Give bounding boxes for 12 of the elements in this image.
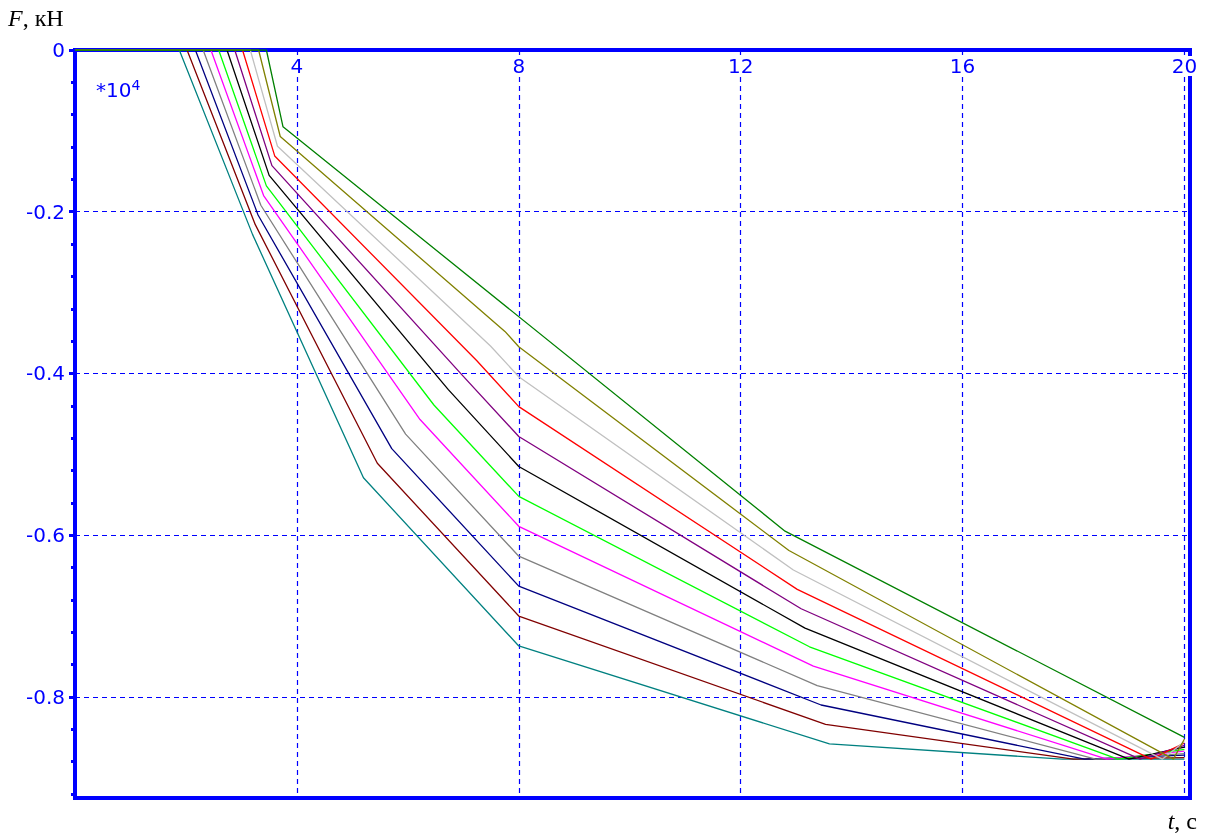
x-tick-label: 4 [290,54,304,78]
y-tick-label: -0.4 [25,361,65,386]
x-axis-title: t, с [1167,808,1197,834]
y-tick-label: -0.6 [25,523,65,548]
x-tick-label: 8 [512,54,526,78]
y-tick-label: -0.8 [25,684,65,709]
x-tick-label: 20 [1171,54,1198,78]
y-tick-label: 0 [52,38,65,62]
y-axis-title: F, кН [7,5,64,31]
y-tick-label: -0.2 [25,199,65,224]
x-tick-label: 12 [727,54,754,78]
x-tick-label: 16 [949,54,976,78]
